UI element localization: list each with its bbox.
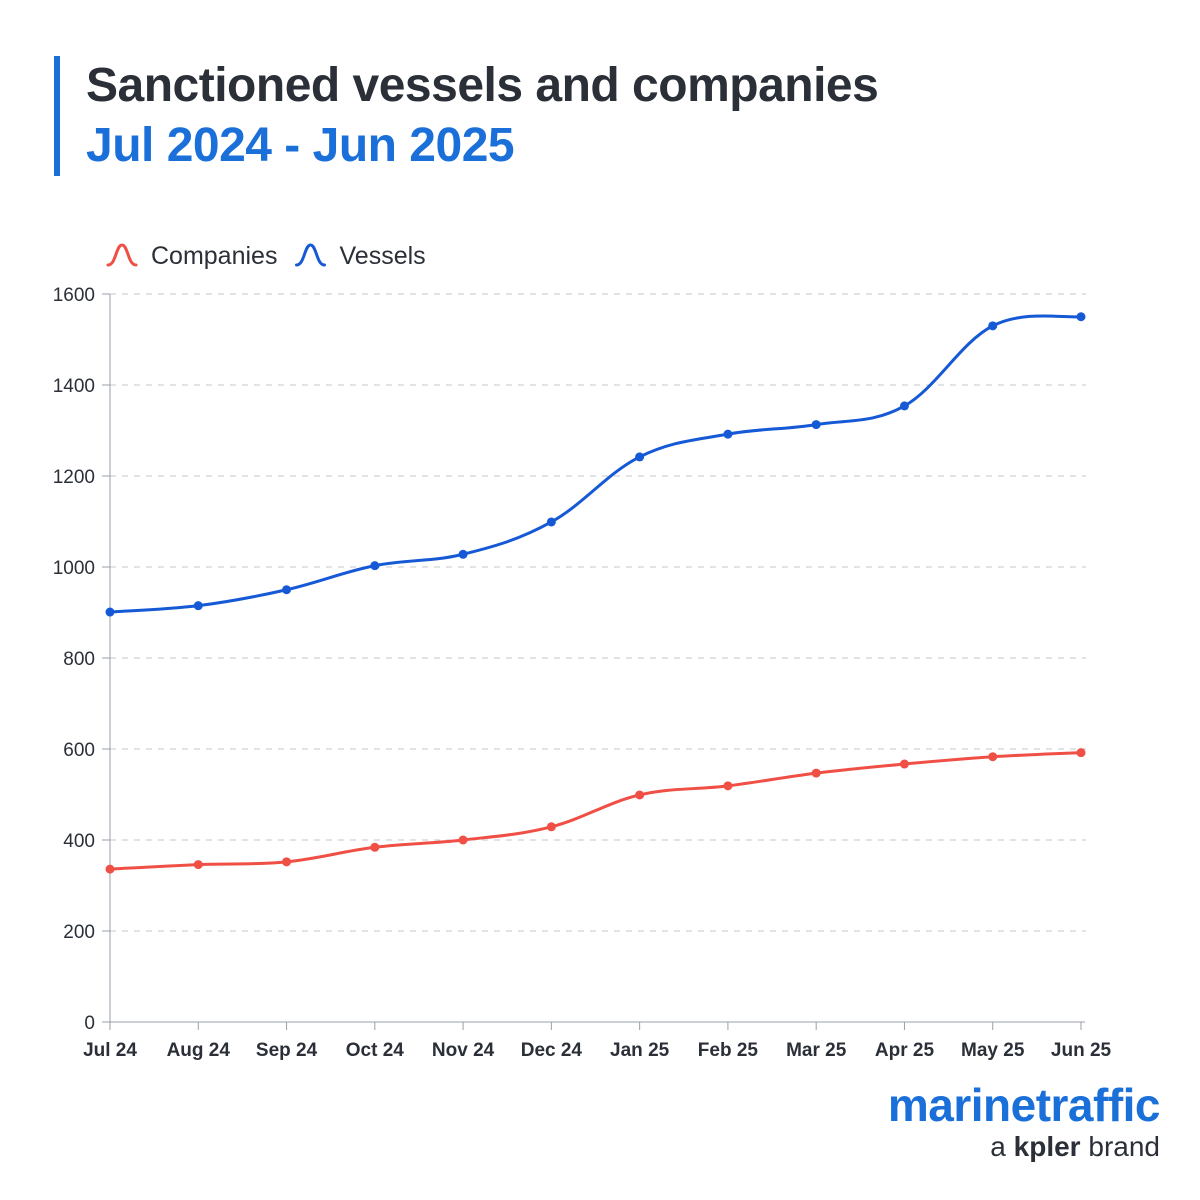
x-tick-label: Feb 25 [698,1040,759,1061]
brand-tagline-kpler: kpler [1013,1131,1081,1162]
x-tick-label: Jun 25 [1051,1040,1112,1061]
y-tick-label: 1200 [53,467,95,488]
companies-point [546,822,556,832]
vessels-point [723,429,733,439]
brand-logo: marinetraffic a kpler brand [887,1079,1161,1164]
vessels-point [988,321,998,331]
x-tick-label: Apr 25 [875,1040,935,1061]
brand-name: marinetraffic [887,1079,1161,1131]
y-axis-ticks: 0 200 400 600 800 1000 1200 1400 1600 [53,285,110,1034]
y-tick-label: 1600 [53,285,95,306]
x-tick-label: May 25 [961,1040,1025,1061]
x-tick-label: Sep 24 [256,1040,318,1061]
vessels-point [899,401,909,411]
companies-line [108,751,1083,871]
companies-point [723,781,733,791]
x-tick-label: Mar 25 [786,1040,847,1061]
y-tick-label: 600 [63,740,95,761]
x-tick-label: Aug 24 [167,1040,231,1061]
companies-point [105,864,115,874]
legend-item-companies: Companies [106,242,277,270]
y-tick-label: 0 [84,1013,95,1034]
y-tick-label: 1400 [53,376,95,397]
brand-tagline-suffix: brand [1088,1131,1160,1162]
chart-title: Sanctioned vessels and companies [86,59,879,112]
companies-point [1076,748,1086,758]
companies-point [635,790,645,800]
legend-label: Companies [151,242,277,270]
vessels-point [193,601,203,611]
x-tick-label: Oct 24 [346,1040,405,1061]
chart-subtitle: Jul 2024 - Jun 2025 [86,119,515,172]
vessels-point [1076,312,1086,322]
companies-point [458,835,468,845]
x-tick-label: Jan 25 [610,1040,670,1061]
gridlines [110,293,1086,932]
vessels-point [370,561,380,571]
series-group [105,312,1086,874]
y-tick-label: 200 [63,922,95,943]
vessels-point [546,517,556,527]
companies-point [193,860,203,870]
y-tick-label: 800 [63,649,95,670]
legend-swatch-icon [295,243,326,267]
legend: Companies Vessels [106,242,426,270]
x-axis-ticks: Jul 24 Aug 24 Sep 24 Oct 24 Nov 24 Dec 24 Jan … [83,1022,1112,1061]
x-tick-label: Nov 24 [432,1040,495,1061]
legend-item-vessels: Vessels [295,242,426,270]
y-tick-label: 400 [63,831,95,852]
brand-tagline-prefix: a [990,1131,1006,1162]
vessels-point [811,420,821,430]
line-chart: Companies Vessels 0 200 400 600 800 1000 1200 14… [53,242,1112,1061]
x-tick-label: Dec 24 [521,1040,583,1061]
y-tick-label: 1000 [53,558,95,579]
vessels-line [108,314,1083,614]
x-tick-label: Jul 24 [83,1040,137,1061]
title-block: Sanctioned vessels and companies Jul 202… [54,56,879,176]
vessels-point [458,549,468,559]
brand-tagline: a kpler brand [888,1130,1160,1164]
vessels-point [635,452,645,462]
series-vessels [105,312,1086,617]
companies-point [370,842,380,852]
companies-point [899,759,909,769]
legend-label: Vessels [340,242,426,270]
series-companies [105,748,1086,874]
legend-swatch-icon [106,243,138,267]
vessels-point [282,585,292,595]
companies-point [811,768,821,778]
vessels-point [105,607,115,617]
companies-point [282,857,292,867]
companies-point [988,752,998,762]
